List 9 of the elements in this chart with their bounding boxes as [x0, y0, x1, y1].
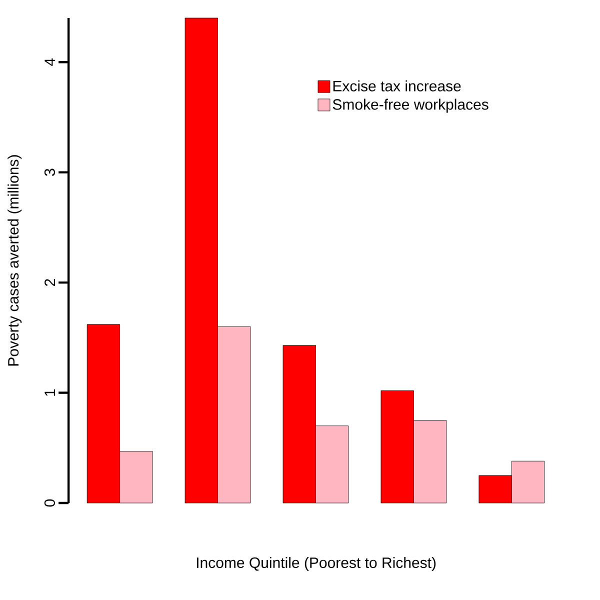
legend-label: Excise tax increase	[333, 80, 461, 92]
y-tick-label: 2	[44, 279, 56, 286]
y-tick-label: 0	[44, 499, 56, 507]
y-axis-title: Poverty cases averted (millions)	[8, 155, 22, 366]
legend-label: Smoke-free workplaces	[332, 98, 488, 113]
y-tick-label: 4	[44, 58, 56, 66]
x-axis-title: Income Quintile (Poorest to Richest)	[196, 557, 436, 571]
y-tick-label: 3	[44, 168, 56, 176]
y-tick-label: 1	[44, 389, 56, 396]
